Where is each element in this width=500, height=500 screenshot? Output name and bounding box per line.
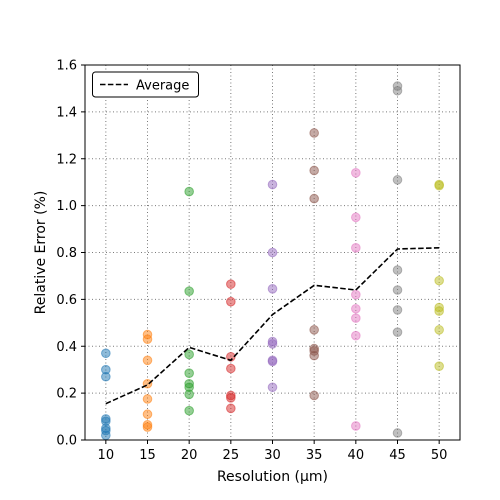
y-tick-label: 0.8 [56, 246, 77, 261]
scatter-point [267, 356, 278, 367]
scatter-point [226, 296, 236, 307]
scatter-point [101, 430, 111, 441]
scatter-point [184, 186, 194, 197]
scatter-point [184, 389, 194, 400]
scatter-point [351, 313, 361, 323]
scatter-point [226, 403, 236, 414]
scatter-point [226, 279, 236, 289]
y-tick-label: 0.4 [56, 340, 77, 355]
scatter-point [351, 168, 361, 178]
scatter-point [142, 409, 153, 420]
scatter-point [434, 306, 444, 316]
x-axis-ticks: 10 15 20 25 30 35 40 45 50 [98, 440, 448, 463]
y-tick-label: 0.2 [56, 387, 77, 402]
scatter-point [101, 371, 111, 382]
scatter-point [392, 265, 403, 275]
x-tick-label: 40 [348, 448, 365, 463]
scatter-point [434, 275, 444, 286]
scatter-point [184, 286, 194, 296]
scatter-point [309, 193, 319, 204]
x-tick-label: 45 [389, 448, 406, 463]
scatter-point [309, 128, 319, 138]
scatter-point [226, 363, 236, 374]
scatter-point [434, 361, 444, 371]
x-tick-label: 30 [264, 448, 281, 463]
scatter-point [184, 405, 194, 416]
scatter-points [101, 81, 444, 441]
x-tick-label: 35 [306, 448, 323, 463]
scatter-point [392, 175, 403, 185]
y-tick-label: 1.4 [56, 105, 77, 120]
scatter-point [351, 330, 361, 341]
scatter-point [351, 421, 361, 431]
y-axis-ticks: 0.0 0.2 0.4 0.6 0.8 1.0 1.2 1.4 1.6 [56, 59, 85, 449]
scatter-point [142, 355, 153, 366]
scatter-point [351, 303, 361, 314]
scatter-point [392, 327, 403, 337]
scatter-point [351, 243, 361, 253]
y-tick-label: 1.2 [56, 152, 77, 167]
average-line-group [105, 247, 440, 405]
legend: Average [92, 71, 199, 98]
scatter-point [309, 325, 319, 335]
x-tick-label: 25 [223, 448, 240, 463]
average-line [105, 247, 440, 405]
scatter-point [267, 339, 278, 349]
x-tick-label: 20 [181, 448, 198, 463]
y-axis-label: Relative Error (%) [33, 191, 49, 315]
scatter-point [184, 349, 194, 360]
scatter-point [351, 212, 361, 223]
x-tick-label: 10 [98, 448, 115, 463]
y-tick-label: 1.6 [56, 59, 77, 74]
scatter-point [267, 179, 278, 190]
scatter-point [309, 165, 319, 176]
scatter-point [267, 284, 278, 294]
scatter-point [142, 422, 153, 432]
x-tick-label: 15 [139, 448, 156, 463]
y-tick-label: 0.0 [56, 434, 77, 449]
x-tick-label: 50 [431, 448, 448, 463]
scatter-point [392, 285, 403, 295]
scatter-point [101, 348, 111, 359]
scatter-point [267, 382, 278, 393]
scatter-point [142, 394, 153, 404]
scatter-point [392, 305, 403, 315]
y-tick-label: 0.6 [56, 293, 77, 308]
scatter-point [184, 368, 194, 379]
x-axis-label: Resolution (µm) [217, 469, 328, 485]
scatter-point [309, 390, 319, 401]
scatter-point [434, 325, 444, 335]
scatter-point [351, 289, 361, 300]
scatter-point [392, 428, 403, 438]
scatter-point [309, 350, 319, 361]
scatter-point [434, 180, 444, 191]
scatter-point [392, 85, 403, 96]
legend-box [92, 71, 199, 98]
scatter-point [267, 247, 278, 258]
legend-label: Average [136, 79, 189, 94]
y-tick-label: 1.0 [56, 199, 77, 214]
scatter-point [226, 393, 236, 403]
scatter-point [142, 334, 153, 345]
